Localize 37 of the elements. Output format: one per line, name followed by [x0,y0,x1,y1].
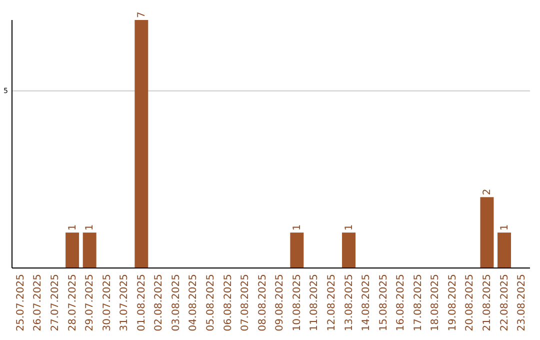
x-tick-label: 01.08.2025 [136,274,148,332]
data-label: 1 [499,224,510,231]
x-tick-label: 20.08.2025 [464,274,476,332]
x-tick-label: 19.08.2025 [447,274,458,332]
data-label: 1 [67,224,78,231]
data-label: 1 [84,224,96,231]
x-tick-label: 22.08.2025 [499,274,510,332]
data-label: 7 [136,12,148,18]
x-tick-label: 13.08.2025 [344,274,355,332]
x-tick-label: 17.08.2025 [412,274,424,332]
x-tick-label: 31.07.2025 [119,274,130,332]
x-tick-label: 28.07.2025 [67,274,78,332]
x-tick-label: 21.08.2025 [482,274,493,332]
x-tick-label: 23.08.2025 [516,274,528,332]
x-tick-label: 09.08.2025 [274,274,286,332]
data-label: 2 [482,188,493,196]
x-tick-label: 14.08.2025 [361,274,372,332]
x-tick-label: 10.08.2025 [292,274,303,332]
x-tick-label: 30.07.2025 [102,274,113,332]
x-tick-label: 29.07.2025 [84,274,96,332]
x-tick-label: 04.08.2025 [188,274,200,332]
x-tick-label: 15.08.2025 [378,274,390,332]
x-tick-label: 27.07.2025 [50,274,62,332]
x-tick-label: 25.07.2025 [15,274,26,332]
x-tick-label: 18.08.2025 [430,274,442,332]
x-tick-label: 07.08.2025 [240,274,252,332]
x-tick-label: 12.08.2025 [326,274,338,332]
x-tick-label: 05.08.2025 [206,274,217,332]
data-label: 1 [292,224,303,231]
x-tick-label: 11.08.2025 [309,274,320,332]
x-tick-label: 03.08.2025 [170,274,182,332]
x-tick-label: 16.08.2025 [396,274,407,332]
x-tick-label: 08.08.2025 [257,274,268,332]
x-tick-label: 06.08.2025 [222,274,234,332]
data-label: 1 [344,224,355,231]
x-tick-label: 02.08.2025 [154,274,165,332]
x-tick-label: 26.07.2025 [32,274,44,332]
